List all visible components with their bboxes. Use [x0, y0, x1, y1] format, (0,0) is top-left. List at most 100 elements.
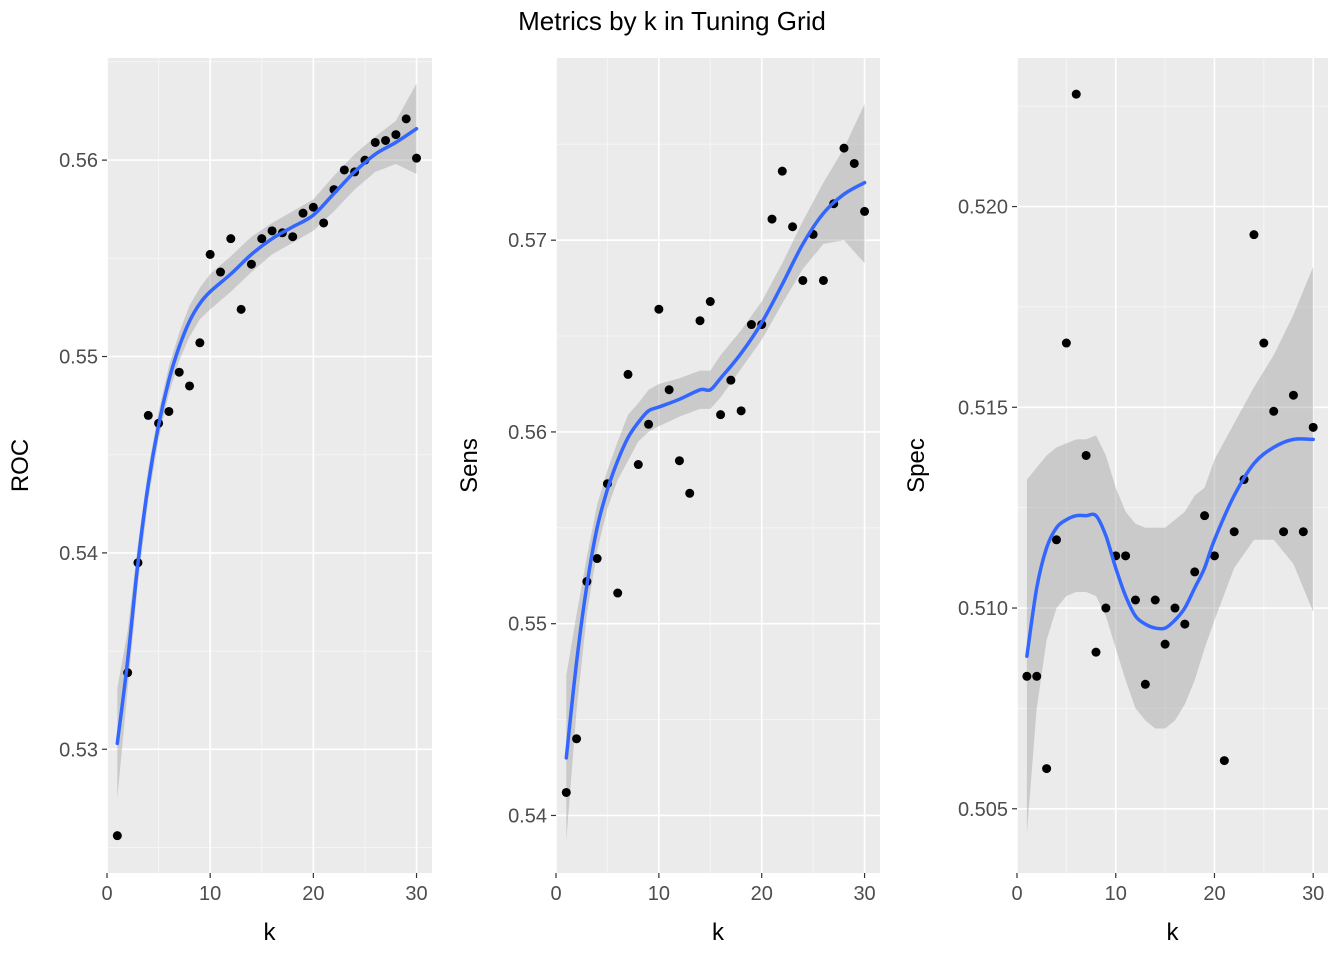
x-tick-label: 30	[405, 883, 427, 905]
y-tick-label: 0.57	[508, 230, 547, 252]
data-point	[695, 316, 705, 326]
y-tick-label: 0.510	[958, 598, 1008, 620]
x-tick-label: 0	[101, 883, 112, 905]
data-point	[1180, 619, 1190, 629]
data-point	[1101, 603, 1111, 613]
data-point	[401, 114, 411, 124]
data-point	[1091, 647, 1101, 657]
x-axis-title: k	[264, 919, 277, 946]
data-point	[226, 234, 236, 244]
x-tick-label: 20	[751, 883, 773, 905]
data-point	[1051, 535, 1061, 545]
data-point	[1042, 764, 1052, 774]
data-point	[726, 375, 736, 385]
y-tick-label: 0.53	[59, 739, 98, 761]
data-point	[1081, 450, 1091, 460]
data-point	[298, 208, 308, 218]
data-point	[308, 202, 318, 212]
data-point	[236, 304, 246, 314]
confidence-band	[1026, 266, 1314, 833]
data-point	[664, 385, 674, 395]
smooth-line	[115, 126, 419, 746]
data-point	[788, 222, 798, 232]
data-point	[391, 130, 401, 140]
data-point	[1150, 595, 1160, 605]
y-axis-title: ROC	[7, 439, 34, 492]
x-tick-label: 10	[1105, 883, 1127, 905]
data-point	[370, 137, 380, 147]
data-point	[1160, 639, 1170, 649]
data-point	[143, 410, 153, 420]
data-point	[746, 320, 756, 330]
data-point	[1190, 567, 1200, 577]
data-point	[195, 338, 205, 348]
data-point	[849, 158, 859, 168]
data-point	[705, 297, 715, 307]
data-point	[1308, 422, 1318, 432]
figure-title: Metrics by k in Tuning Grid	[518, 6, 826, 36]
data-point	[288, 232, 298, 242]
data-point	[633, 460, 643, 470]
data-point	[592, 554, 602, 564]
y-tick-label: 0.505	[958, 799, 1008, 821]
data-point	[777, 166, 787, 176]
y-tick-label: 0.56	[508, 422, 547, 444]
data-point	[112, 831, 122, 841]
data-point	[257, 234, 267, 244]
data-point	[798, 275, 808, 285]
smooth-line	[564, 180, 867, 760]
y-tick-label: 0.54	[59, 543, 98, 565]
y-tick-label: 0.56	[59, 150, 98, 172]
smooth-line	[1025, 437, 1315, 658]
y-axis-title: Spec	[903, 438, 930, 493]
data-point	[205, 249, 215, 259]
data-point	[1130, 595, 1140, 605]
data-point	[1209, 551, 1219, 561]
data-point	[267, 226, 277, 236]
panel-background	[1017, 58, 1328, 873]
data-point	[1140, 679, 1150, 689]
data-point	[381, 135, 391, 145]
x-tick-label: 0	[1011, 883, 1022, 905]
x-axis-title: k	[1167, 919, 1180, 946]
data-point	[412, 153, 422, 163]
y-tick-label: 0.520	[958, 197, 1008, 219]
data-point	[623, 369, 633, 379]
x-axis-title: k	[712, 919, 725, 946]
data-point	[1061, 338, 1071, 348]
data-point	[1249, 230, 1259, 240]
x-tick-label: 30	[1302, 883, 1324, 905]
data-point	[339, 165, 349, 175]
panel-roc: 0 10 20 30 0.53 0.54 0.55 0.56 k ROC	[7, 58, 432, 946]
x-tick-label: 20	[302, 883, 324, 905]
data-point	[246, 259, 256, 269]
x-tick-label: 10	[199, 883, 221, 905]
data-point	[1259, 338, 1269, 348]
data-point	[767, 214, 777, 224]
data-point	[1121, 551, 1131, 561]
x-tick-label: 0	[550, 883, 561, 905]
data-point	[860, 206, 870, 216]
data-point	[1022, 671, 1032, 681]
data-point	[1032, 671, 1042, 681]
data-point	[818, 275, 828, 285]
data-point	[1219, 756, 1229, 766]
data-point	[174, 367, 184, 377]
data-point	[561, 787, 571, 797]
x-tick-label: 10	[648, 883, 670, 905]
confidence-band	[566, 104, 865, 841]
data-point	[1279, 527, 1289, 537]
data-point	[613, 588, 623, 598]
data-point	[1229, 527, 1239, 537]
panel-background	[556, 58, 880, 873]
data-point	[644, 419, 654, 429]
panel-background	[107, 58, 432, 873]
y-tick-label: 0.54	[508, 805, 547, 827]
y-tick-label: 0.515	[958, 397, 1008, 419]
data-point	[1269, 406, 1279, 416]
data-point	[1200, 511, 1210, 521]
data-point	[1071, 89, 1081, 99]
data-point	[215, 267, 225, 277]
data-point	[685, 488, 695, 498]
